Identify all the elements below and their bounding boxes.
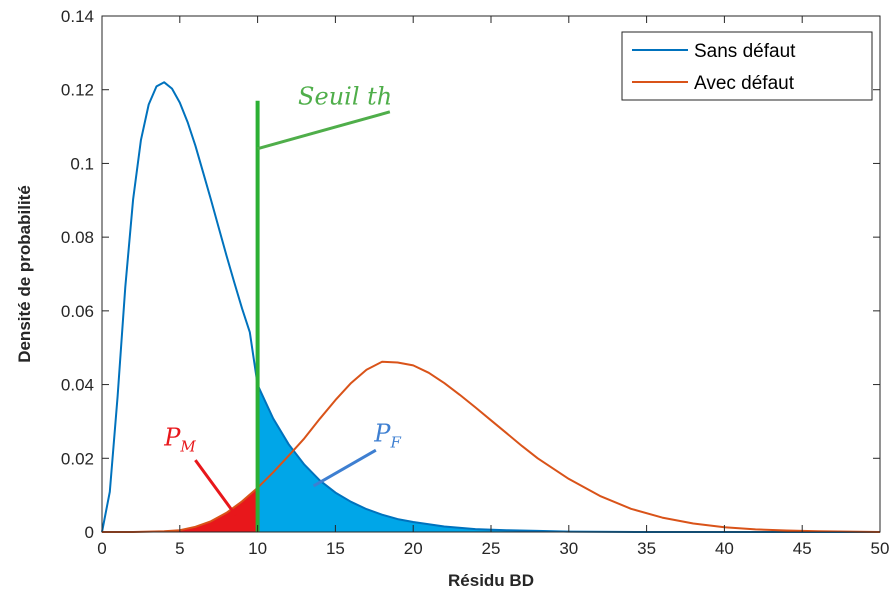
y-tick-label: 0.1 bbox=[70, 154, 94, 173]
x-tick-label: 40 bbox=[715, 539, 734, 558]
annotation-line-pm bbox=[194, 459, 238, 517]
annotation-pf-sub: F bbox=[389, 434, 401, 452]
x-tick-label: 15 bbox=[326, 539, 345, 558]
x-tick-label: 0 bbox=[97, 539, 106, 558]
annotation-pf-base: P bbox=[373, 420, 391, 448]
y-tick-label: 0.04 bbox=[61, 376, 94, 395]
annotation-pm-sub: M bbox=[179, 437, 196, 455]
x-tick-label: 30 bbox=[559, 539, 578, 558]
y-tick-label: 0.12 bbox=[61, 81, 94, 100]
annotation-seuil-th: Seuil th bbox=[298, 82, 392, 110]
annotation-line-pf bbox=[312, 448, 377, 488]
x-tick-label: 35 bbox=[637, 539, 656, 558]
annotation-pm: PM bbox=[163, 423, 196, 455]
y-tick-label: 0 bbox=[85, 523, 94, 542]
y-tick-label: 0.02 bbox=[61, 449, 94, 468]
annotations: Seuil th PM PF bbox=[163, 82, 401, 455]
y-tick-label: 0.14 bbox=[61, 7, 94, 26]
fill-pf-area bbox=[257, 384, 881, 532]
legend-box bbox=[621, 31, 873, 101]
legend-label-avec-defaut: Avec défaut bbox=[694, 73, 795, 94]
x-tick-label: 25 bbox=[482, 539, 501, 558]
x-tick-label: 50 bbox=[871, 539, 890, 558]
y-axis-title: Densité de probabilité bbox=[15, 185, 34, 363]
legend-label-sans-defaut: Sans défaut bbox=[694, 41, 796, 62]
x-tick-label: 45 bbox=[793, 539, 812, 558]
axis-ticks bbox=[101, 15, 881, 533]
annotation-pm-base: P bbox=[163, 423, 181, 451]
fill-pm-area bbox=[102, 487, 258, 532]
axis-tick-labels: 0 5 10 15 20 25 30 35 40 45 50 0 0.02 0.04 0.06 0.08 0.1… bbox=[61, 7, 890, 558]
annotation-line-seuil bbox=[257, 110, 391, 151]
x-tick-label: 20 bbox=[404, 539, 423, 558]
series-lines bbox=[101, 81, 881, 533]
y-tick-label: 0.06 bbox=[61, 302, 94, 321]
probability-fill-areas bbox=[102, 384, 881, 532]
series-line-1 bbox=[102, 360, 881, 533]
x-axis-title: Résidu BD bbox=[448, 571, 534, 590]
series-line-0 bbox=[101, 81, 880, 533]
annotation-lines bbox=[194, 110, 391, 517]
x-tick-label: 5 bbox=[175, 539, 184, 558]
legend: Sans défaut Avec défaut bbox=[621, 31, 873, 101]
y-tick-label: 0.08 bbox=[61, 228, 94, 247]
x-tick-label: 10 bbox=[248, 539, 267, 558]
annotation-pf: PF bbox=[373, 420, 401, 452]
